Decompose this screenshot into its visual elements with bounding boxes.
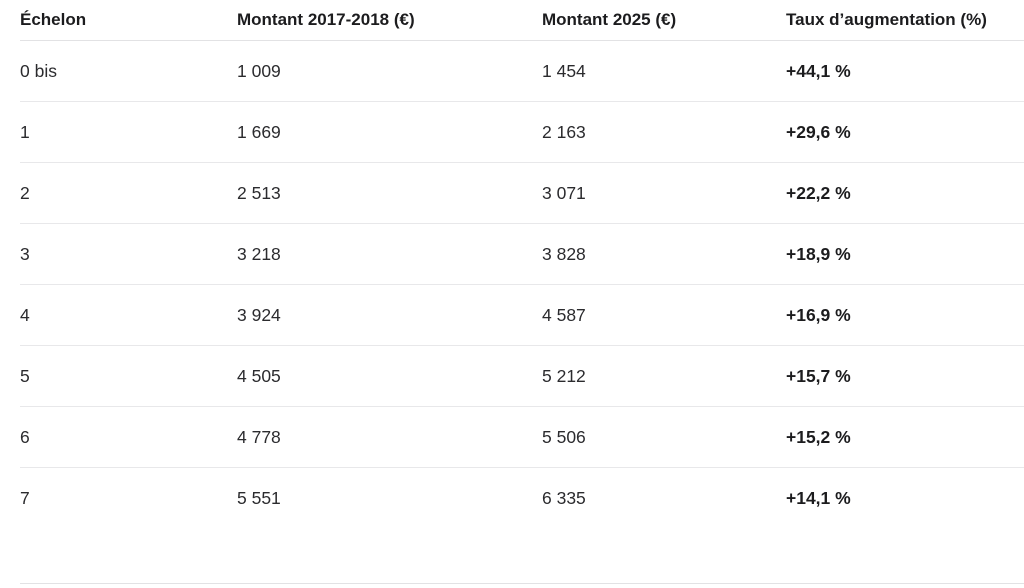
cell-montant-2017-2018: 5 551 — [237, 488, 281, 508]
cell-taux: +22,2 % — [786, 182, 851, 203]
cell-montant-2017-2018: 4 505 — [237, 365, 281, 386]
cell-montant-2025: 6 335 — [542, 488, 586, 508]
cell-montant-2025: 1 454 — [542, 60, 586, 81]
table-row: 1 1 669 2 163 +29,6 % — [20, 102, 1024, 163]
header-montant-2025: Montant 2025 (€) — [542, 10, 677, 29]
table-row: 5 4 505 5 212 +15,7 % — [20, 346, 1024, 407]
cell-montant-2025: 4 587 — [542, 304, 586, 325]
header-taux-augmentation: Taux d’augmentation (%) — [786, 10, 987, 29]
table-row: 2 2 513 3 071 +22,2 % — [20, 163, 1024, 224]
cell-montant-2025: 3 828 — [542, 243, 586, 264]
cell-taux: +15,2 % — [786, 426, 851, 447]
cell-echelon: 7 — [20, 488, 30, 508]
cell-taux: +18,9 % — [786, 243, 851, 264]
data-table: Échelon Montant 2017-2018 (€) Montant 20… — [20, 0, 1024, 529]
cell-taux: +29,6 % — [786, 121, 851, 142]
cell-taux: +16,9 % — [786, 304, 851, 325]
cell-montant-2025: 3 071 — [542, 182, 586, 203]
header-echelon: Échelon — [20, 10, 87, 29]
cell-montant-2017-2018: 1 009 — [237, 60, 281, 81]
bottom-divider — [20, 583, 1024, 584]
cell-taux: +44,1 % — [786, 60, 851, 81]
table-header-row: Échelon Montant 2017-2018 (€) Montant 20… — [20, 0, 1024, 41]
cell-echelon: 1 — [20, 121, 30, 142]
cell-montant-2025: 5 212 — [542, 365, 586, 386]
table-row: 4 3 924 4 587 +16,9 % — [20, 285, 1024, 346]
cell-echelon: 5 — [20, 365, 30, 386]
table-row: 6 4 778 5 506 +15,2 % — [20, 407, 1024, 468]
cell-echelon: 4 — [20, 304, 30, 325]
table-row: 3 3 218 3 828 +18,9 % — [20, 224, 1024, 285]
header-montant-2017-2018: Montant 2017-2018 (€) — [237, 10, 415, 29]
cell-echelon: 0 bis — [20, 60, 57, 81]
cell-montant-2017-2018: 2 513 — [237, 182, 281, 203]
cell-montant-2017-2018: 3 924 — [237, 304, 281, 325]
cell-montant-2025: 5 506 — [542, 426, 586, 447]
cell-echelon: 3 — [20, 243, 30, 264]
cell-montant-2025: 2 163 — [542, 121, 586, 142]
cell-montant-2017-2018: 3 218 — [237, 243, 281, 264]
table-row: 0 bis 1 009 1 454 +44,1 % — [20, 41, 1024, 102]
cell-echelon: 6 — [20, 426, 30, 447]
cell-taux: +14,1 % — [786, 488, 851, 508]
cell-taux: +15,7 % — [786, 365, 851, 386]
table-row: 7 5 551 6 335 +14,1 % — [20, 468, 1024, 529]
cell-montant-2017-2018: 1 669 — [237, 121, 281, 142]
cell-montant-2017-2018: 4 778 — [237, 426, 281, 447]
cell-echelon: 2 — [20, 182, 30, 203]
